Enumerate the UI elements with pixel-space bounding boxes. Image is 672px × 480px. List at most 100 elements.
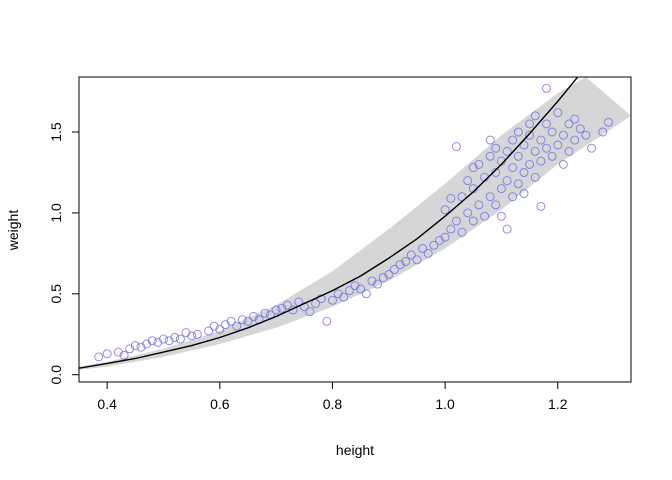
data-point [350,281,360,291]
data-point [446,224,456,234]
data-point [175,334,185,344]
y-axis-title: weight [5,210,21,252]
x-tick-label: 0.8 [323,396,343,412]
x-axis-title: height [336,442,374,458]
data-point [485,192,495,202]
data-point [406,250,416,260]
data-point [440,205,450,215]
data-point [102,349,112,359]
data-point [277,303,287,313]
x-tick-label: 1.0 [435,396,455,412]
data-point [536,135,546,145]
data-point [581,130,591,140]
data-point [451,216,461,226]
data-point [249,312,259,321]
data-point [542,143,551,153]
data-point [356,284,366,294]
data-point [491,143,501,153]
data-point [536,201,546,211]
x-axis: 0.4 0.6 0.8 1.0 1.2 [97,382,568,412]
data-point [209,321,219,331]
data-point [496,184,506,194]
y-tick-label: 0.0 [48,365,64,385]
data-point [412,255,422,265]
plot-frame [78,76,632,383]
data-point [508,192,518,202]
data-point [344,286,354,296]
data-point [395,260,405,270]
data-point [530,146,540,156]
data-point [316,294,326,304]
data-point [587,143,597,153]
data-point [215,324,225,334]
data-point [525,159,535,169]
data-point [435,235,444,245]
prediction-band [79,77,631,370]
data-point [485,151,495,161]
data-point [570,114,580,124]
data-point [446,193,456,203]
data-point [113,347,123,357]
data-point [119,350,129,360]
data-point [271,305,281,315]
data-point [457,227,467,237]
data-point [237,315,247,325]
data-point [598,127,608,137]
data-point [547,151,557,161]
data-point [429,240,439,250]
x-tick-label: 0.6 [210,396,230,412]
y-tick-label: 1.5 [48,122,64,142]
data-point [401,257,411,266]
data-point [519,168,529,177]
data-point [491,168,501,177]
x-tick-label: 1.2 [548,396,568,412]
data-point [192,329,202,339]
data-point [525,130,535,140]
data-point [536,156,546,166]
prediction-band-layer [79,77,631,370]
data-point [604,117,613,127]
data-point [525,119,535,129]
data-point [136,342,146,352]
data-point [204,326,214,336]
data-point [94,352,104,362]
data-point [282,300,292,310]
data-point [558,159,568,169]
data-point [542,119,551,129]
data-points-layer [94,83,613,362]
data-point [480,211,490,221]
data-point [423,248,433,258]
data-point [553,140,563,150]
data-point [260,308,270,318]
data-point [513,151,523,161]
data-point [243,316,253,326]
data-point [159,334,168,344]
data-point [170,333,180,342]
x-tick-label: 0.4 [97,396,117,412]
data-point [502,146,512,156]
data-point [547,127,557,137]
data-point [125,344,135,354]
data-point [474,200,484,210]
data-point [530,111,540,121]
data-point [373,279,382,289]
data-point [519,189,529,198]
data-point [457,192,467,202]
y-tick-label: 1.0 [48,203,64,223]
data-point [468,163,478,173]
mean-curve-layer [79,77,579,369]
data-point [468,216,478,226]
data-point [502,176,512,186]
data-point [142,339,152,349]
mean-curve [79,77,579,369]
y-axis: 0.0 0.5 1.0 1.5 [48,122,79,384]
data-point [311,299,321,308]
data-point [463,208,473,218]
data-point [378,273,388,283]
data-point [333,289,343,299]
data-point [322,316,332,326]
data-point [513,127,523,137]
data-point [440,232,450,242]
data-point [153,337,163,347]
